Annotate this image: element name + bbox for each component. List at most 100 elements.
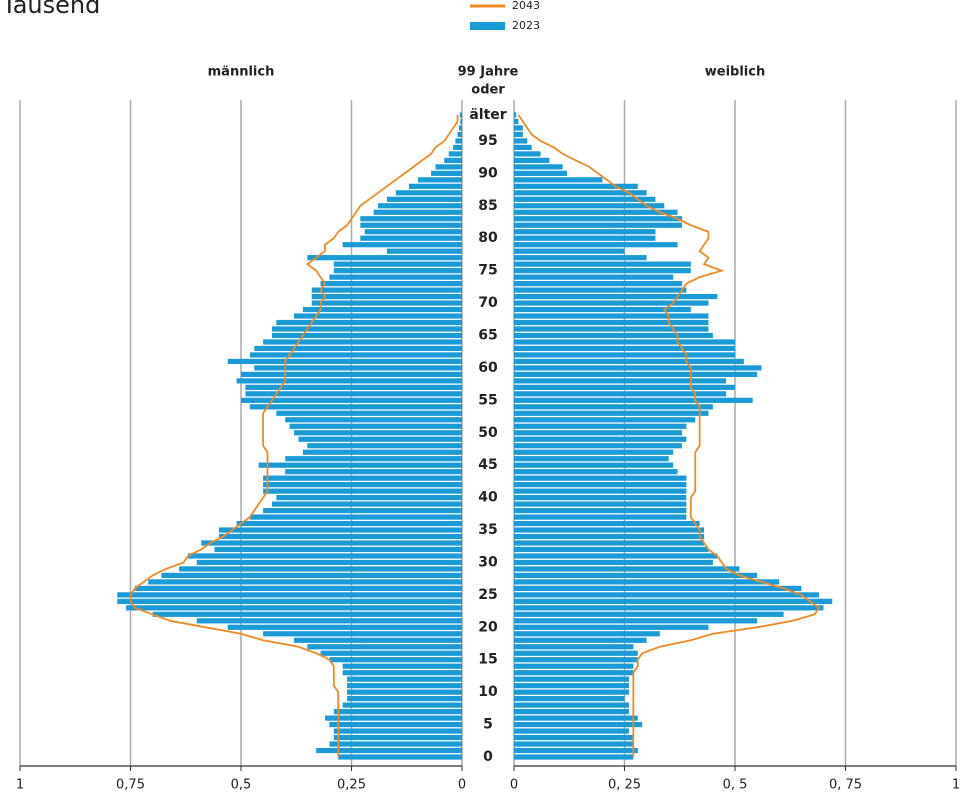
bar (311, 287, 462, 293)
bar (320, 281, 462, 287)
bar (187, 553, 462, 559)
panel-title: weiblich (705, 65, 765, 80)
bar (514, 391, 727, 397)
bar (276, 410, 462, 416)
bar (514, 326, 709, 332)
bar (514, 242, 678, 248)
bar (514, 572, 758, 579)
bar (459, 112, 462, 118)
bar (294, 313, 462, 319)
age-tick-label: 35 (478, 522, 497, 538)
bar (514, 663, 634, 669)
bar (514, 306, 691, 313)
bar (241, 371, 462, 377)
bar (514, 423, 687, 429)
bar (236, 378, 462, 384)
bar (514, 527, 705, 533)
bar (514, 696, 625, 702)
bar (179, 566, 462, 572)
bar (152, 611, 462, 617)
bar (333, 734, 462, 741)
bar (329, 721, 462, 728)
bar (148, 579, 462, 585)
age-tick-label: 40 (478, 490, 498, 506)
bar (514, 741, 634, 747)
bar (316, 747, 462, 754)
bar (263, 482, 462, 488)
age-top-label: älter (469, 107, 506, 123)
bar (289, 423, 462, 429)
bar (263, 488, 462, 494)
bar (514, 456, 669, 462)
bar (514, 410, 709, 416)
bar (514, 475, 687, 481)
bar (514, 345, 735, 352)
bar (347, 683, 462, 689)
bar (514, 384, 735, 390)
bar (302, 449, 462, 455)
bar (514, 618, 758, 624)
bar (514, 209, 678, 215)
age-tick-label: 0 (483, 749, 493, 765)
legend-label: 2023 (512, 19, 540, 32)
bar (514, 397, 753, 403)
bar (514, 125, 523, 131)
bar (514, 235, 656, 241)
bar (514, 683, 629, 689)
bar (347, 689, 462, 695)
bar (360, 216, 462, 222)
bar (347, 696, 462, 702)
bar (514, 131, 523, 138)
bar (117, 598, 463, 604)
bar (514, 462, 674, 468)
bar (294, 637, 462, 643)
bar (514, 365, 762, 371)
bar (514, 378, 727, 384)
bar (514, 546, 709, 553)
bar (435, 164, 462, 170)
bar (514, 559, 713, 566)
bar (307, 644, 462, 650)
bar (514, 164, 563, 170)
bar (333, 268, 462, 274)
bar (457, 131, 462, 138)
bar (514, 274, 674, 280)
age-top-label: 99 Jahre (458, 65, 519, 80)
bar (271, 332, 462, 339)
bar (342, 670, 462, 676)
bar (342, 663, 462, 669)
bar (514, 287, 687, 293)
bar (455, 138, 462, 144)
bar (444, 157, 462, 163)
bar (514, 261, 691, 267)
bar (134, 585, 463, 591)
projection-line (129, 115, 459, 757)
bar (408, 183, 462, 189)
bar (514, 449, 674, 455)
bar (311, 300, 462, 306)
bar (453, 144, 462, 151)
bar (514, 157, 550, 163)
bar (514, 216, 682, 222)
bar (329, 657, 462, 663)
bar (514, 183, 638, 189)
bar (342, 702, 462, 708)
bar (514, 319, 709, 326)
bar (333, 728, 462, 734)
bar (271, 501, 462, 507)
bar (271, 326, 462, 332)
bar (514, 144, 532, 151)
bar (514, 332, 713, 339)
bar (196, 618, 463, 624)
bar (514, 255, 647, 261)
x-tick-label: 0,5 (231, 778, 252, 793)
bar (285, 417, 462, 423)
bar (236, 520, 462, 527)
age-tick-label: 30 (478, 554, 498, 570)
bar (514, 177, 603, 183)
bar (514, 488, 687, 494)
bar (514, 592, 819, 598)
bar (302, 306, 462, 313)
age-tick-label: 5 (483, 717, 493, 733)
